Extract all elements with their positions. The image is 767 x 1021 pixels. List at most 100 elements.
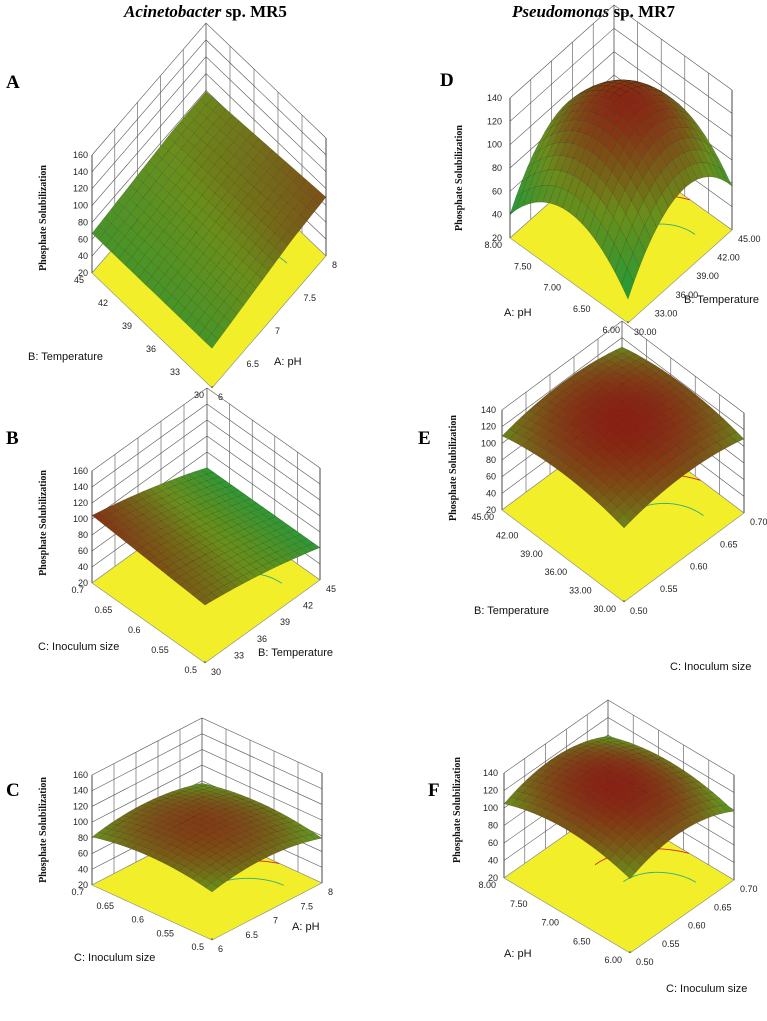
y-axis-label: B: Temperature bbox=[684, 294, 759, 306]
surface-patch bbox=[181, 825, 196, 833]
surface-patch bbox=[184, 299, 199, 315]
surface-patch bbox=[148, 152, 163, 168]
surface-patch bbox=[237, 813, 252, 819]
surface-patch bbox=[575, 384, 590, 394]
y-tick-label: 0.7 bbox=[71, 585, 84, 595]
surface-patch bbox=[633, 100, 646, 113]
surface-patch bbox=[222, 248, 237, 264]
surface-patch bbox=[535, 185, 549, 203]
z-tick-label: 120 bbox=[481, 422, 496, 432]
surface-patch bbox=[221, 846, 236, 855]
surface-patch bbox=[174, 823, 189, 830]
surface-patch bbox=[174, 476, 189, 484]
surface-patch bbox=[649, 86, 662, 93]
surface-patch bbox=[233, 134, 247, 149]
surface-patch bbox=[203, 244, 217, 260]
surface-patch bbox=[219, 826, 234, 833]
y-tick-label: 0.65 bbox=[96, 901, 114, 911]
surface-patch bbox=[703, 808, 718, 817]
surface-patch bbox=[302, 834, 317, 842]
y-tick-label: 42.00 bbox=[717, 253, 740, 263]
surface-patch bbox=[647, 765, 662, 773]
surface-patch bbox=[178, 293, 192, 309]
surface-patch bbox=[588, 360, 603, 369]
surface-patch bbox=[182, 832, 196, 840]
y-tick-label: 0.65 bbox=[720, 539, 738, 549]
z-tick-label: 160 bbox=[73, 150, 88, 160]
surface-patch bbox=[195, 180, 209, 196]
surface-patch bbox=[636, 436, 651, 448]
surface-patch bbox=[688, 127, 702, 141]
surface-patch bbox=[189, 849, 204, 858]
surface-patch bbox=[595, 96, 609, 106]
surface-patch bbox=[211, 309, 225, 326]
surface-patch bbox=[654, 770, 669, 777]
surface-patch bbox=[269, 814, 284, 821]
surface-patch bbox=[696, 801, 711, 811]
surface-patch bbox=[675, 117, 689, 128]
y-tick-label: 39.00 bbox=[696, 271, 719, 281]
surface-patch bbox=[156, 187, 170, 202]
surface-patch bbox=[153, 805, 168, 811]
surface-patch bbox=[268, 551, 283, 560]
y-tick-label: 0.55 bbox=[151, 645, 169, 655]
surface-patch bbox=[105, 237, 119, 253]
surface-patch bbox=[682, 790, 697, 799]
surface-patch bbox=[198, 596, 212, 606]
z-tick-label: 140 bbox=[487, 93, 502, 103]
surface-patch bbox=[676, 401, 691, 412]
surface-patch bbox=[661, 91, 674, 101]
surface-patch bbox=[658, 763, 673, 769]
surface-patch bbox=[268, 559, 283, 568]
y-tick-label: 0.70 bbox=[740, 884, 758, 894]
surface-patch bbox=[255, 565, 270, 574]
surface-plot-a: 160 140 120 100 80 60 40 20 Phosphate Solubiliza… bbox=[28, 22, 337, 402]
y-tick-label: 0.65 bbox=[95, 605, 113, 615]
surface-patch bbox=[104, 835, 119, 843]
surface-patch bbox=[230, 578, 244, 588]
x-tick-label: 7.50 bbox=[510, 899, 528, 909]
surface-patch bbox=[595, 371, 610, 381]
surface-patch bbox=[130, 219, 145, 235]
surface-patch bbox=[655, 369, 670, 379]
surface-patch bbox=[672, 772, 687, 779]
surface-patch bbox=[261, 212, 275, 228]
surface-patch bbox=[233, 161, 248, 176]
y-tick-label: 45 bbox=[74, 275, 84, 285]
floor-contour bbox=[623, 871, 697, 883]
z-axis-label: Phosphate Solubilization bbox=[448, 415, 459, 521]
surface-patch bbox=[531, 805, 546, 816]
surface-patch bbox=[529, 185, 543, 204]
surface-plot-e: 140 120 100 80 60 40 20 Phosphate Solubilizatio… bbox=[448, 320, 767, 673]
surface-patch bbox=[555, 461, 570, 474]
surface-patch bbox=[91, 225, 106, 241]
surface-patch bbox=[110, 510, 125, 520]
surface-patch bbox=[219, 480, 233, 488]
surface-patch bbox=[214, 184, 229, 200]
surface-patch bbox=[167, 554, 181, 564]
surface-patch bbox=[686, 782, 701, 789]
surface-patch bbox=[155, 144, 169, 160]
surface-patch bbox=[622, 124, 636, 141]
surface-patch bbox=[164, 791, 179, 796]
x-tick-label: 33.00 bbox=[569, 586, 592, 596]
surface-patch bbox=[200, 480, 214, 488]
surface-patch bbox=[183, 255, 198, 271]
z-gridline bbox=[91, 717, 323, 776]
z-tick-label: 120 bbox=[73, 184, 88, 194]
surface-patch bbox=[668, 824, 683, 836]
x-tick-label: 7 bbox=[273, 916, 278, 926]
plot-group-c: 160 140 120 100 80 60 40 20 Phosphate Solubiliza… bbox=[38, 717, 333, 964]
x-tick-label: 6.00 bbox=[604, 955, 622, 965]
surface-patch bbox=[607, 92, 621, 102]
z-tick-label: 80 bbox=[78, 833, 88, 843]
y-tick-label: 33.00 bbox=[655, 308, 678, 318]
surface-patch bbox=[660, 148, 673, 166]
surface-patch bbox=[608, 853, 623, 867]
surface-patch bbox=[221, 176, 235, 192]
surface-patch bbox=[649, 427, 664, 439]
y-tick-label: 0.65 bbox=[714, 902, 732, 912]
plot-group-f: 140 120 100 80 60 40 20 Phosphate Solubilizatio… bbox=[452, 699, 758, 995]
surface-patch bbox=[220, 135, 234, 150]
surface-patch bbox=[524, 803, 539, 813]
